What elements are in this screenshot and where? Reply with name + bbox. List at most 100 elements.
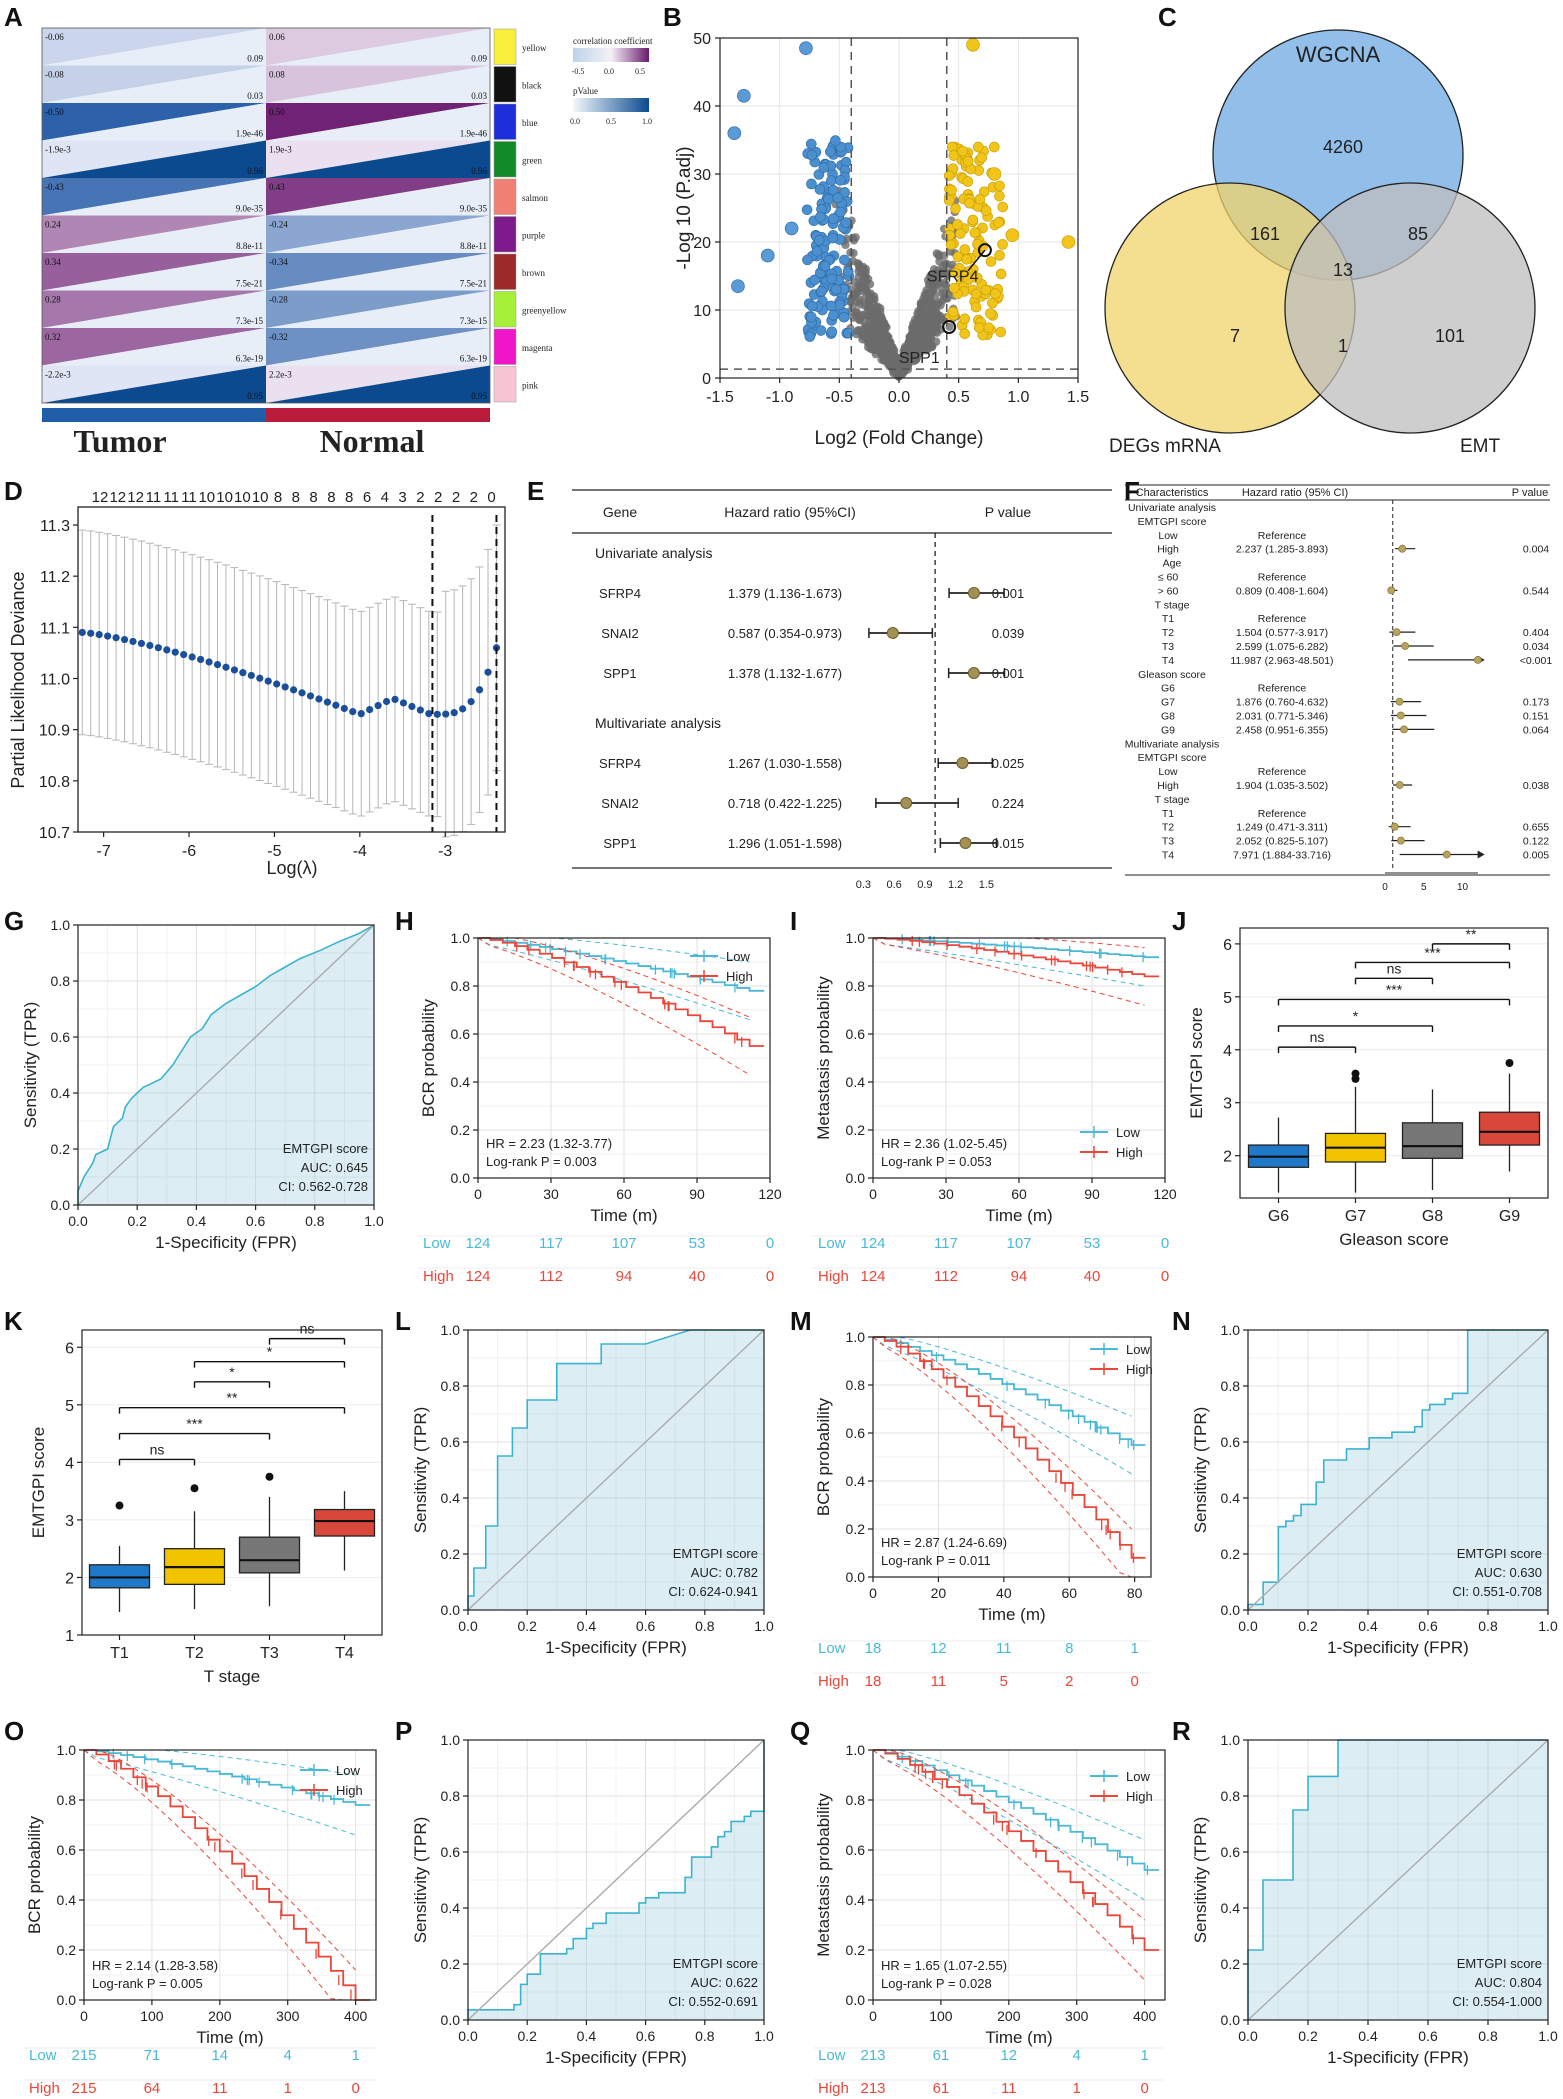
top-tick-label: 4	[381, 489, 389, 506]
diagonal-line	[1247, 1329, 1549, 1611]
deviance-point	[425, 709, 433, 718]
y-tick-label: 0.2	[846, 1521, 866, 1537]
y-tick-label: 0.4	[451, 1074, 471, 1090]
heatmap-pvalue-value: 1.9e-46	[236, 129, 264, 139]
scatter-point-up	[961, 254, 972, 265]
hazard-ratio-text: 1.504 (0.577-3.917)	[1236, 627, 1328, 639]
heatmap-pvalue-value: 8.8e-11	[236, 241, 263, 251]
deviance-point	[374, 701, 382, 710]
risk-count-low: 12	[930, 1640, 947, 1657]
risk-count-high: 112	[539, 1268, 563, 1285]
deviance-point	[197, 655, 205, 664]
scatter-point-down	[830, 284, 842, 295]
deviance-point	[163, 646, 171, 654]
plot-frame	[872, 1749, 1166, 2001]
p-value-text: 0.005	[1523, 850, 1549, 862]
deviance-point	[332, 701, 340, 709]
top-tick-label: 2	[416, 489, 424, 506]
x-tick-label: -3	[438, 843, 452, 860]
risk-count-high: 11	[931, 1673, 947, 1690]
panel-label-D: D	[4, 476, 23, 506]
y-axis-label: Sensitivity (TPR)	[411, 1817, 430, 1944]
scatter-point-up	[995, 268, 1007, 280]
y-tick-label: 0.4	[846, 1473, 866, 1489]
scatter-point-ns	[910, 337, 919, 346]
hazard-ratio-point	[959, 837, 972, 849]
roc-curve-P	[467, 1740, 765, 2020]
roc-curve-N	[1247, 1329, 1548, 1610]
x-axis-label: Time (m)	[590, 1206, 657, 1225]
module-color-swatch	[493, 178, 517, 215]
scatter-point-down	[835, 175, 846, 186]
y-tick-label: 10	[693, 303, 711, 320]
hazard-ratio-text: 2.599 (1.075-6.282)	[1236, 641, 1328, 653]
heatmap-pvalue-cell	[42, 328, 266, 366]
heatmap-pvalue-value: 9.0e-35	[236, 204, 264, 214]
x-tick-label: 0.2	[1298, 2028, 1318, 2044]
characteristic-label: Gleason score	[1138, 669, 1206, 681]
ci-label: CI: 0.624-0.941	[668, 1584, 758, 1599]
risk-count-high: 11	[212, 2080, 228, 2097]
plot-frame	[467, 1739, 765, 2021]
characteristic-label: High	[1157, 780, 1179, 792]
scatter-point-up	[943, 195, 955, 206]
venn-set-label: DEGs mRNA	[1109, 436, 1221, 457]
y-tick-label: 1.0	[1221, 1322, 1241, 1338]
y-axis-label: Metastasis probability	[814, 1793, 833, 1957]
hazard-ratio-point	[900, 797, 913, 809]
legend-title-corr: correlation coefficient	[573, 36, 653, 46]
y-tick-label: 1.0	[51, 917, 71, 933]
table-header: Characteristics	[1136, 487, 1209, 499]
heatmap-pvalue-cell	[266, 253, 490, 291]
plot-frame	[1247, 1739, 1549, 2021]
venn-region-value: 4260	[1323, 137, 1363, 157]
characteristic-label: T3	[1162, 641, 1174, 653]
hazard-ratio-point	[1390, 822, 1399, 831]
top-tick-label: 8	[345, 489, 353, 506]
x-tick-label: 0.0	[1238, 2028, 1258, 2044]
p-value-text: 0.655	[1523, 822, 1549, 834]
deviance-point	[239, 669, 247, 677]
y-tick-label: 50	[693, 31, 711, 48]
x-tick-label: 10	[1457, 882, 1469, 893]
km-curve-low	[873, 1749, 1160, 1871]
hazard-ratio-point	[1387, 586, 1396, 595]
deviance-point	[188, 653, 196, 661]
scatter-point-up	[987, 167, 1002, 181]
significance-label: ns	[150, 1441, 165, 1457]
y-tick-label: 2	[1223, 1149, 1232, 1166]
risk-count-low: 107	[611, 1235, 636, 1252]
module-color-swatch	[493, 291, 517, 328]
outlier-point	[265, 1472, 274, 1481]
deviance-point	[382, 697, 391, 706]
x-tick-label: 300	[276, 2008, 300, 2024]
x-tick-label: G8	[1422, 1208, 1443, 1225]
risk-count-low: 4	[1073, 2047, 1081, 2064]
panel-label-P: P	[395, 1716, 412, 1746]
hazard-ratio-text: 1.296 (1.051-1.598)	[728, 836, 842, 851]
y-tick-label: 1.0	[1221, 1732, 1241, 1748]
scatter-point-ns	[927, 342, 937, 352]
y-tick-label: 0.2	[451, 1122, 471, 1138]
hazard-ratio-text: 2.237 (1.285-3.893)	[1236, 544, 1328, 556]
scatter-point-ns	[917, 303, 927, 312]
auc-label: AUC: 0.782	[691, 1565, 758, 1580]
scatter-point-ns	[905, 353, 914, 363]
scatter-point-down	[802, 254, 813, 266]
risk-count-low: 14	[211, 2047, 228, 2064]
x-tick-label: G9	[1499, 1208, 1520, 1225]
scatter-point-up	[945, 239, 957, 250]
scatter-point-up	[950, 203, 961, 214]
heatmap-corr-value: 0.06	[269, 32, 285, 42]
y-tick-label: 40	[693, 99, 711, 116]
x-tick-label: 40	[996, 1585, 1012, 1601]
hazard-ratio-label: HR = 2.87 (1.24-6.69)	[881, 1535, 1007, 1550]
characteristic-label: High	[1157, 544, 1179, 556]
legend-high-label: High	[1116, 1145, 1143, 1160]
auc-label: AUC: 0.630	[1475, 1565, 1542, 1580]
heatmap-pvalue-cell	[266, 140, 490, 178]
heatmap-pvalue-cell	[266, 290, 490, 328]
scatter-point-down	[835, 206, 846, 218]
deviance-point	[484, 668, 492, 676]
heatmap-corr-value: -0.28	[269, 295, 288, 305]
